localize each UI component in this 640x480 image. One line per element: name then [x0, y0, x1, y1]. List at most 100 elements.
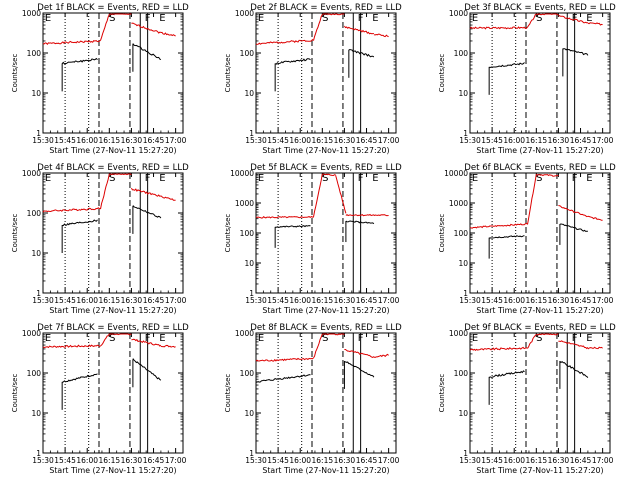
lld-trace-segment — [558, 15, 588, 24]
y-tick-label: 1000 — [449, 329, 468, 338]
x-tick-label: 16:00 — [76, 296, 98, 305]
x-tick-label: 15:30 — [459, 296, 481, 305]
event-marker-F: F — [572, 173, 578, 184]
x-tick-label: 16:45 — [143, 296, 165, 305]
event-marker-E: E — [159, 173, 165, 184]
lld-trace-segment — [322, 333, 345, 336]
y-tick-label: 100 — [240, 49, 255, 58]
lld-trace-segment — [130, 187, 162, 197]
plot-frame — [42, 172, 184, 294]
lld-trace-segment — [109, 333, 132, 336]
y-tick-label: 1000 — [235, 199, 254, 208]
lld-trace-segment — [255, 38, 314, 45]
x-tick-label: 16:45 — [143, 456, 165, 465]
x-tick-label: 15:45 — [54, 296, 76, 305]
lld-trace-segment — [322, 13, 345, 16]
event-marker-F: F — [145, 13, 151, 24]
x-tick-label: 16:30 — [121, 136, 143, 145]
y-tick-label: 1000 — [235, 9, 254, 18]
y-tick-label: 10000 — [444, 169, 468, 178]
x-tick-label: 15:30 — [32, 456, 54, 465]
lld-trace-segment — [109, 173, 132, 176]
event-marker-E: E — [258, 333, 264, 344]
detector-panel-3: Det 3f BLACK = Events, RED = LLD 1 10 100 10… — [438, 3, 616, 155]
plot-frame — [255, 12, 397, 134]
event-marker-F: F — [572, 13, 578, 24]
y-tick-label: 1000 — [22, 9, 41, 18]
y-tick-label: 100 — [240, 229, 255, 238]
detector-panel-8: Det 8f BLACK = Events, RED = LLD 1 10 100 10… — [224, 323, 402, 475]
x-tick-label: 16:30 — [334, 296, 356, 305]
event-marker-E: E — [472, 333, 478, 344]
y-tick-label: 10 — [244, 89, 254, 98]
event-marker-E: E — [45, 333, 51, 344]
lld-trace-segment — [558, 340, 589, 350]
detector-panel-9: Det 9f BLACK = Events, RED = LLD 1 10 100 10… — [438, 323, 616, 475]
x-tick-label: 17:00 — [592, 296, 614, 305]
events-trace-segment — [61, 57, 98, 65]
x-tick-label: 16:45 — [356, 456, 378, 465]
panel-title: Det 6f BLACK = Events, RED = LLD — [464, 163, 616, 173]
y-tick-label: 10000 — [230, 169, 254, 178]
x-axis-label: Start Time (27-Nov-11 15:27:20) — [49, 306, 176, 315]
event-marker-S: S — [536, 13, 542, 24]
lld-trace-segment — [100, 14, 110, 41]
lld-trace-segment — [42, 39, 101, 45]
event-marker-E: E — [586, 13, 592, 24]
x-tick-label: 15:45 — [54, 456, 76, 465]
plot-frame — [255, 172, 397, 294]
panel-title: Det 3f BLACK = Events, RED = LLD — [464, 3, 616, 13]
events-trace-segment — [488, 370, 525, 378]
x-axis-label: Start Time (27-Nov-11 15:27:20) — [262, 466, 389, 475]
lld-trace-segment — [131, 22, 161, 34]
event-marker-E: E — [586, 173, 592, 184]
x-tick-label: 17:00 — [378, 136, 400, 145]
panel-title: Det 9f BLACK = Events, RED = LLD — [464, 323, 616, 333]
x-tick-label: 15:45 — [481, 296, 503, 305]
events-trace-segment — [62, 373, 98, 383]
lld-trace-segment — [536, 13, 559, 16]
x-tick-label: 16:15 — [526, 296, 548, 305]
x-tick-label: 15:45 — [54, 136, 76, 145]
y-axis-label: Counts/sec — [224, 214, 232, 253]
event-marker-F: F — [145, 173, 151, 184]
event-marker-E: E — [45, 173, 51, 184]
y-axis-label: Counts/sec — [224, 374, 232, 413]
plot-frame — [255, 332, 397, 454]
x-axis-label: Start Time (27-Nov-11 15:27:20) — [476, 466, 603, 475]
x-tick-label: 16:45 — [570, 296, 592, 305]
x-tick-label: 16:30 — [121, 456, 143, 465]
x-tick-label: 17:00 — [165, 456, 187, 465]
lld-trace-segment — [343, 25, 374, 35]
y-axis-label: Counts/sec — [438, 214, 446, 253]
y-tick-label: 10 — [31, 249, 41, 258]
y-tick-label: 10 — [31, 409, 41, 418]
x-tick-label: 16:00 — [289, 136, 311, 145]
lld-trace-segment — [536, 173, 559, 177]
y-tick-label: 1 — [463, 129, 468, 138]
lld-trace-segment — [527, 174, 537, 225]
x-axis-label: Start Time (27-Nov-11 15:27:20) — [49, 146, 176, 155]
y-axis-label: Counts/sec — [11, 214, 19, 253]
x-tick-label: 15:45 — [481, 456, 503, 465]
lld-trace-segment — [373, 353, 389, 358]
x-tick-label: 16:30 — [548, 136, 570, 145]
lld-trace-segment — [344, 349, 375, 358]
y-tick-label: 1 — [36, 289, 41, 298]
x-tick-label: 17:00 — [165, 296, 187, 305]
lld-trace-segment — [469, 26, 528, 30]
y-tick-label: 1 — [36, 129, 41, 138]
x-tick-label: 16:15 — [99, 136, 121, 145]
lld-trace-segment — [587, 22, 603, 26]
x-tick-label: 16:00 — [289, 296, 311, 305]
lld-trace-segment — [100, 333, 110, 347]
x-tick-label: 17:00 — [378, 456, 400, 465]
x-tick-label: 16:45 — [356, 136, 378, 145]
lld-trace-segment — [160, 195, 176, 201]
lld-trace-segment — [373, 33, 389, 38]
lld-trace-segment — [131, 338, 162, 347]
x-tick-label: 16:15 — [312, 456, 334, 465]
detector-panel-7: Det 7f BLACK = Events, RED = LLD 1 10 100 10… — [11, 323, 189, 475]
x-tick-label: 16:15 — [526, 456, 548, 465]
